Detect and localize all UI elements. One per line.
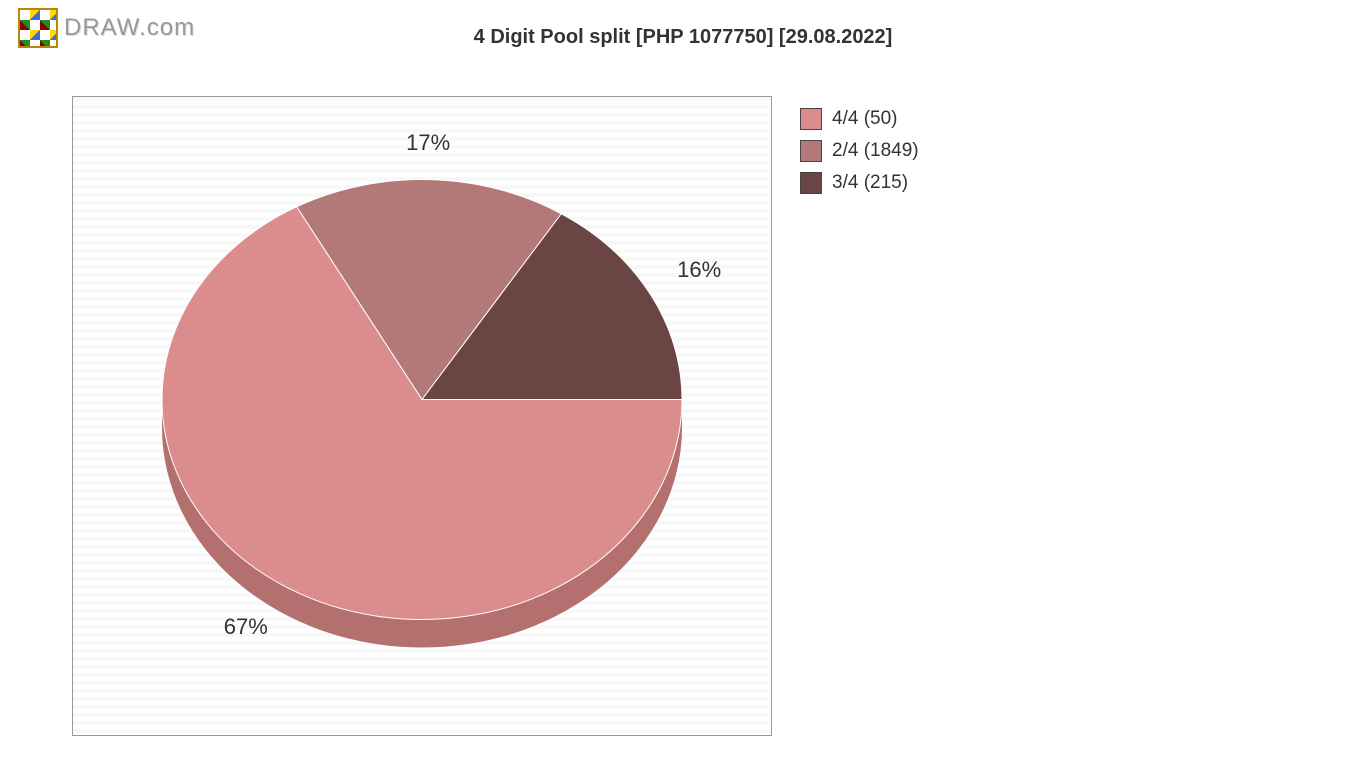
chart-title: 4 Digit Pool split [PHP 1077750] [29.08.… (0, 26, 1366, 49)
pie-chart (142, 160, 702, 673)
legend-label: 2/4 (1849) (832, 140, 919, 162)
root: DRAW.com 4 Digit Pool split [PHP 1077750… (0, 0, 1366, 768)
legend-item: 4/4 (50) (800, 108, 919, 130)
legend-swatch-icon (800, 108, 822, 130)
legend-label: 3/4 (215) (832, 172, 908, 194)
legend-swatch-icon (800, 140, 822, 162)
slice-percent-label: 16% (677, 257, 721, 283)
slice-percent-label: 67% (224, 614, 268, 640)
legend-item: 3/4 (215) (800, 172, 919, 194)
plot-frame: 67% 17% 16% (72, 96, 772, 736)
legend-swatch-icon (800, 172, 822, 194)
legend-item: 2/4 (1849) (800, 140, 919, 162)
legend-label: 4/4 (50) (832, 108, 897, 130)
legend: 4/4 (50) 2/4 (1849) 3/4 (215) (800, 108, 919, 204)
slice-percent-label: 17% (406, 130, 450, 156)
